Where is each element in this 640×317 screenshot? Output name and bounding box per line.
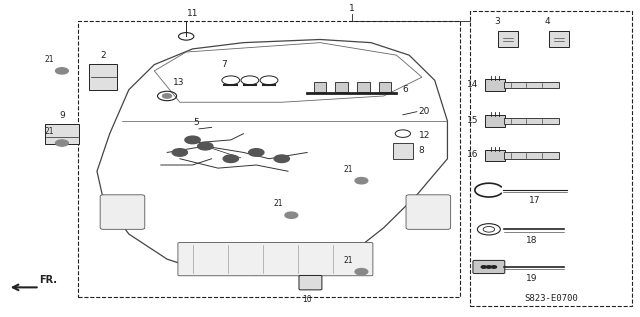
Text: 5: 5 (193, 118, 198, 127)
Text: 6: 6 (403, 85, 408, 94)
FancyBboxPatch shape (90, 64, 117, 90)
FancyBboxPatch shape (473, 260, 505, 274)
Circle shape (56, 68, 68, 74)
Text: 10: 10 (303, 295, 312, 304)
Text: 8: 8 (419, 146, 424, 155)
Circle shape (163, 94, 172, 98)
Circle shape (56, 140, 68, 146)
Circle shape (274, 155, 289, 163)
FancyBboxPatch shape (314, 82, 326, 92)
Circle shape (248, 149, 264, 156)
FancyBboxPatch shape (549, 31, 569, 48)
Text: 7: 7 (221, 60, 227, 69)
Text: 21: 21 (44, 55, 54, 64)
FancyBboxPatch shape (498, 31, 518, 48)
Text: 21: 21 (274, 199, 284, 208)
Circle shape (355, 268, 368, 275)
Text: 21: 21 (344, 256, 353, 265)
Text: S823-E0700: S823-E0700 (524, 294, 578, 303)
Circle shape (486, 266, 492, 268)
FancyBboxPatch shape (379, 82, 392, 92)
Text: 14: 14 (467, 80, 479, 89)
Text: 18: 18 (527, 236, 538, 245)
Text: 17: 17 (529, 196, 541, 205)
FancyBboxPatch shape (485, 150, 506, 161)
FancyBboxPatch shape (504, 118, 559, 124)
FancyBboxPatch shape (178, 243, 373, 276)
FancyBboxPatch shape (406, 195, 451, 229)
FancyBboxPatch shape (504, 82, 559, 88)
FancyBboxPatch shape (393, 143, 413, 159)
Text: 19: 19 (527, 274, 538, 283)
FancyBboxPatch shape (45, 124, 79, 144)
Circle shape (355, 178, 368, 184)
Circle shape (172, 149, 188, 156)
Text: 4: 4 (545, 17, 550, 26)
FancyBboxPatch shape (100, 195, 145, 229)
FancyBboxPatch shape (504, 152, 559, 159)
Text: 13: 13 (173, 78, 185, 87)
FancyBboxPatch shape (335, 82, 348, 92)
Text: 21: 21 (344, 165, 353, 174)
Text: FR.: FR. (40, 275, 58, 285)
Text: 20: 20 (419, 107, 430, 116)
Circle shape (198, 142, 213, 150)
Circle shape (481, 266, 486, 268)
Text: 21: 21 (44, 127, 54, 136)
Text: 9: 9 (59, 111, 65, 120)
Circle shape (223, 155, 239, 163)
Circle shape (492, 266, 497, 268)
Text: 15: 15 (467, 116, 479, 125)
Text: 1: 1 (349, 4, 355, 13)
Circle shape (185, 136, 200, 144)
FancyBboxPatch shape (470, 11, 632, 306)
Text: 3: 3 (494, 17, 500, 26)
Text: 2: 2 (100, 51, 106, 60)
Text: 12: 12 (419, 131, 430, 140)
FancyBboxPatch shape (357, 82, 370, 92)
Text: 16: 16 (467, 151, 479, 159)
FancyBboxPatch shape (485, 79, 506, 91)
FancyBboxPatch shape (78, 21, 460, 297)
FancyBboxPatch shape (299, 275, 322, 290)
Circle shape (285, 212, 298, 218)
FancyBboxPatch shape (485, 115, 506, 127)
Text: 11: 11 (187, 9, 198, 17)
